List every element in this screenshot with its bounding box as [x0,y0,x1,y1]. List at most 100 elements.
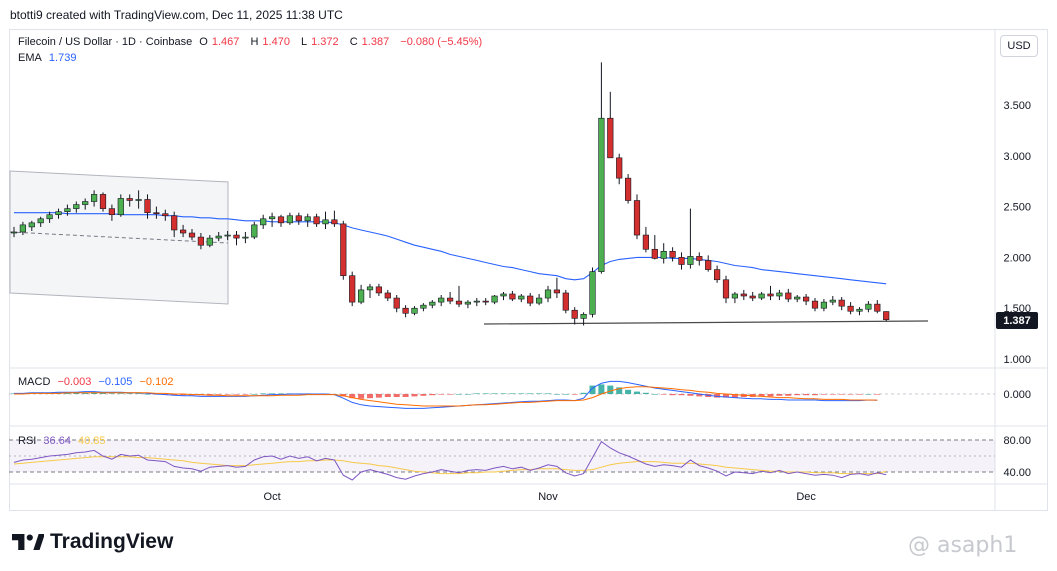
candle-body [509,293,516,300]
rsi-band [9,440,995,472]
candle [295,212,302,225]
currency-button[interactable]: USD [1000,35,1038,57]
tradingview-logo[interactable]: TradingView [12,530,173,554]
candle [455,285,463,308]
candle-body [535,297,543,304]
candle-body [242,236,249,239]
rsi-group: 80.00 40.00 [13,435,1031,481]
candle [660,243,667,264]
ema-legend[interactable]: EMA 1.739 [18,52,80,64]
candle [304,213,311,227]
candle [482,298,489,306]
candle-body [722,279,730,299]
candle-body [206,237,213,246]
macd-histogram-bar [758,394,765,397]
macd-histogram-bar [242,394,249,395]
candle [402,305,409,318]
macd-histogram-bar [536,393,543,394]
candle [180,224,187,238]
macd-histogram-bar [856,394,863,395]
macd-histogram-bar [571,394,578,395]
macd-histogram-bar [82,392,89,394]
candle-body [562,292,569,311]
candle [571,307,578,325]
candle [776,289,783,301]
candle [500,291,507,301]
candle [713,265,721,283]
macd-histogram-bar [634,391,640,394]
macd-histogram-bar [669,394,676,396]
candle [233,230,240,246]
candle-body [99,194,107,209]
candle-body [820,301,827,309]
candle-body [767,293,774,297]
rsi-line [13,440,887,481]
macd-histogram-bar [616,387,623,394]
candle-body [171,215,178,231]
candle [731,291,738,304]
candle [375,283,383,297]
candle [491,294,498,305]
candle-body [420,304,427,309]
candle [642,226,649,253]
candle [366,283,374,299]
macd-histogram-bar [580,392,587,394]
symbol-name[interactable]: Filecoin / US Dollar · 1D · Coinbase [18,36,193,48]
candle-body [473,300,480,303]
parallel-channel[interactable] [9,170,229,305]
candle [802,293,810,306]
candle [357,284,365,305]
macd-signal-value: −0.102 [139,376,174,388]
candle [820,299,827,312]
macd-histogram-bar [838,394,845,395]
macd-histogram-bar [456,394,462,395]
macd-legend[interactable]: MACD −0.003 −0.105 −0.102 [18,376,177,388]
candle [64,204,71,216]
ohlc-high: H 1.470 [250,36,290,48]
support-trendline[interactable] [483,320,929,325]
price-tick-label: 2.500 [1003,202,1031,214]
candle-body [91,194,98,202]
candle [705,255,712,272]
candle-body [375,286,383,294]
channel-midline[interactable] [9,231,229,244]
macd-histogram-bar [73,392,80,394]
candle-body [135,199,142,201]
candle [73,201,80,213]
candle-body [642,234,649,250]
macd-histogram-bar [429,394,436,396]
candle [393,294,400,313]
candle [669,247,676,262]
candle [883,311,890,322]
candle [46,211,53,223]
macd-line-value: −0.105 [98,376,133,388]
candle-body [500,293,507,297]
macd-histogram-bar [829,394,836,395]
candle [331,210,338,227]
candle [598,62,605,274]
rsi-ma-line [13,456,887,475]
candle-body [740,293,747,297]
chart-attribution: btotti9 created with TradingView.com, De… [10,8,343,22]
macd-histogram-bar [589,385,596,394]
macd-histogram-bar [865,394,872,395]
candle-body [197,236,205,246]
macd-histogram-bar [126,393,133,394]
macd-tick-label: 0.000 [1003,389,1031,401]
candle [464,300,472,309]
candle [624,174,632,204]
candle-body [811,300,819,309]
candle-body [322,219,329,225]
candle-body [366,286,374,291]
ohlc-open: O 1.467 [199,36,240,48]
macd-histogram-bar [847,394,854,395]
candle-body [544,289,552,299]
candle-body [571,309,578,319]
rsi-legend[interactable]: RSI 36.64 40.85 [18,435,110,447]
candle-body [188,232,196,238]
candle-body [624,177,632,201]
time-tick-label: Nov [538,491,558,503]
candle-body [687,256,694,265]
candle [758,291,765,301]
